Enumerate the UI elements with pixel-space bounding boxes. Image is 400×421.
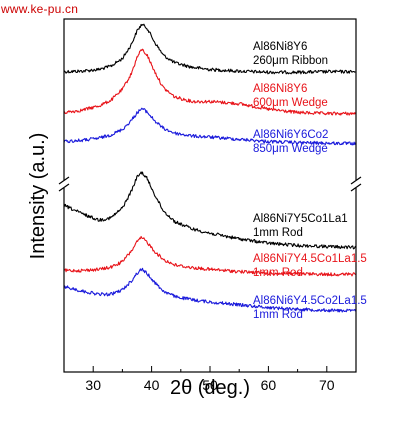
watermark-text: www.ke-pu.cn bbox=[1, 2, 79, 16]
y-axis-label: Intensity (a.u.) bbox=[27, 133, 49, 260]
series-label-sample: 1mm Rod bbox=[253, 309, 303, 321]
series-line-5 bbox=[63, 235, 356, 277]
series-label-composition: Al86Ni7Y4.5Co1La1.5 bbox=[253, 253, 367, 265]
series-label-sample: 1mm Rod bbox=[253, 267, 303, 279]
x-tick-label: 30 bbox=[85, 377, 101, 393]
x-tick-label: 50 bbox=[202, 377, 218, 393]
series-label-composition: Al86Ni8Y6 bbox=[253, 41, 307, 53]
series-line-4 bbox=[63, 171, 357, 250]
series-line-3 bbox=[63, 107, 357, 146]
chart-curves bbox=[63, 23, 357, 313]
series-label-composition: Al86Ni6Y4.5Co2La1.5 bbox=[253, 295, 367, 307]
series-label-composition: Al86Ni6Y6Co2 bbox=[253, 129, 328, 141]
x-tick-label: 60 bbox=[261, 377, 277, 393]
series-label-composition: Al86Ni8Y6 bbox=[253, 83, 307, 95]
series-label-sample: 1mm Rod bbox=[253, 227, 303, 239]
series-labels: Al86Ni8Y6 260μm Ribbon Al86Ni8Y6 600μm Wedg… bbox=[253, 41, 367, 321]
right-axis-break bbox=[350, 176, 362, 192]
x-axis-label: 2θ (deg.) bbox=[170, 377, 250, 399]
series-label-sample: 260μm Ribbon bbox=[253, 55, 328, 67]
series-line-6 bbox=[63, 267, 357, 313]
series-label-composition: Al86Ni7Y5Co1La1 bbox=[253, 213, 348, 225]
series-label-sample: 600μm Wedge bbox=[253, 97, 328, 109]
series-line-1 bbox=[63, 23, 356, 75]
left-axis-break bbox=[58, 176, 70, 192]
x-ticks: 30 40 50 60 70 bbox=[63, 366, 357, 393]
series-label-sample: 850μm Wedge bbox=[253, 143, 328, 155]
x-tick-label: 70 bbox=[319, 377, 335, 393]
series-line-2 bbox=[63, 48, 356, 116]
axis-breaks bbox=[58, 176, 362, 192]
x-tick-label: 40 bbox=[144, 377, 160, 393]
